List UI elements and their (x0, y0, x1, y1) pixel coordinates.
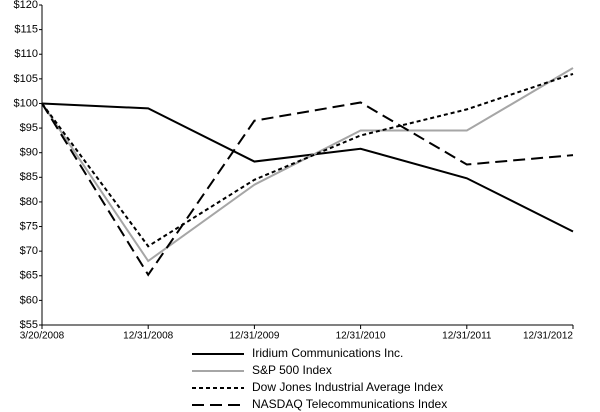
y-tick-label: $90 (20, 147, 38, 159)
x-tick-label: 12/31/2012 (523, 331, 573, 342)
y-tick-label: $85 (20, 171, 38, 183)
y-tick-label: $115 (14, 24, 38, 36)
x-tick-label: 12/31/2008 (123, 331, 173, 342)
legend-label: S&P 500 Index (252, 363, 332, 377)
x-tick-label: 3/20/2008 (20, 331, 65, 342)
y-tick-label: $55 (20, 319, 38, 331)
y-tick-label: $110 (14, 48, 38, 60)
y-tick-label: $75 (20, 220, 38, 232)
legend-label: Iridium Communications Inc. (252, 346, 403, 360)
y-tick-label: $65 (20, 270, 38, 282)
y-tick-label: $80 (20, 196, 38, 208)
x-tick-label: 12/31/2011 (442, 331, 492, 342)
series-line (41, 102, 574, 233)
x-tick-label: 12/31/2010 (336, 331, 386, 342)
y-tick-label: $60 (20, 294, 38, 306)
y-tick-label: $105 (14, 73, 38, 85)
y-tick-label: $120 (14, 0, 38, 11)
legend-label: NASDAQ Telecommunications Index (252, 397, 447, 411)
x-tick-label: 12/31/2009 (229, 331, 279, 342)
y-tick-label: $95 (20, 122, 38, 134)
y-tick-label: $70 (20, 245, 38, 257)
legend-label: Dow Jones Industrial Average Index (252, 380, 443, 394)
series-line (41, 101, 574, 277)
y-tick-label: $100 (14, 97, 38, 109)
series-line (41, 72, 574, 248)
